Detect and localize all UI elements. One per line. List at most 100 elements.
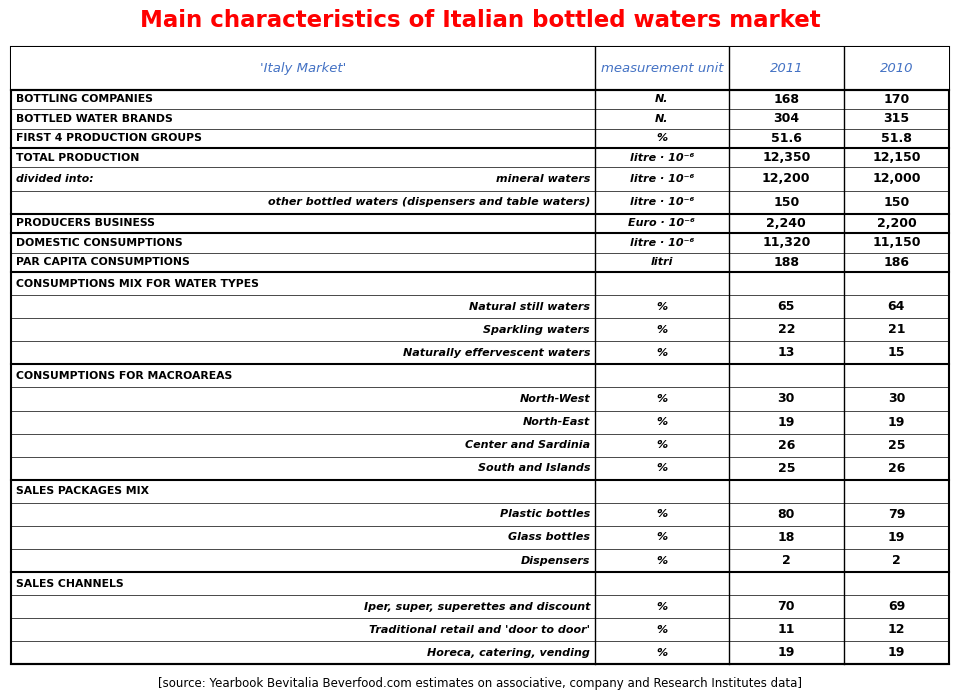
Text: litre · 10⁻⁶: litre · 10⁻⁶ xyxy=(630,153,694,162)
Text: %: % xyxy=(657,417,667,427)
Text: 12,350: 12,350 xyxy=(762,151,810,164)
Text: 25: 25 xyxy=(778,461,795,475)
Text: 'Italy Market': 'Italy Market' xyxy=(260,61,346,75)
Text: CONSUMPTIONS MIX FOR WATER TYPES: CONSUMPTIONS MIX FOR WATER TYPES xyxy=(15,279,258,289)
Text: Center and Sardinia: Center and Sardinia xyxy=(465,440,590,450)
Text: 19: 19 xyxy=(778,415,795,429)
Text: 26: 26 xyxy=(778,438,795,452)
Text: 170: 170 xyxy=(883,93,909,106)
Text: DOMESTIC CONSUMPTIONS: DOMESTIC CONSUMPTIONS xyxy=(15,238,182,248)
Text: Dispensers: Dispensers xyxy=(520,556,590,565)
Text: 51.6: 51.6 xyxy=(771,132,802,145)
Text: %: % xyxy=(657,325,667,335)
Bar xyxy=(11,47,949,664)
Text: measurement unit: measurement unit xyxy=(601,61,723,75)
Text: BOTTLING COMPANIES: BOTTLING COMPANIES xyxy=(15,94,153,105)
Text: South and Islands: South and Islands xyxy=(477,464,590,473)
Text: Traditional retail and 'door to door': Traditional retail and 'door to door' xyxy=(369,625,590,635)
Text: 186: 186 xyxy=(883,256,909,269)
Text: 188: 188 xyxy=(774,256,800,269)
Text: N.: N. xyxy=(655,114,668,124)
Text: litre · 10⁻⁶: litre · 10⁻⁶ xyxy=(630,174,694,184)
Text: 51.8: 51.8 xyxy=(881,132,912,145)
Text: 30: 30 xyxy=(888,392,905,406)
Text: 150: 150 xyxy=(883,196,909,208)
Text: PRODUCERS BUSINESS: PRODUCERS BUSINESS xyxy=(15,218,155,229)
Text: Iper, super, superettes and discount: Iper, super, superettes and discount xyxy=(364,602,590,612)
Text: 11,150: 11,150 xyxy=(872,236,921,250)
Text: 79: 79 xyxy=(888,508,905,521)
Text: 22: 22 xyxy=(778,323,795,336)
Text: 150: 150 xyxy=(773,196,800,208)
Text: SALES PACKAGES MIX: SALES PACKAGES MIX xyxy=(15,487,149,496)
Text: 304: 304 xyxy=(773,112,800,125)
Text: litre · 10⁻⁶: litre · 10⁻⁶ xyxy=(630,238,694,248)
Text: divided into:: divided into: xyxy=(15,174,93,184)
Text: 30: 30 xyxy=(778,392,795,406)
Text: mineral waters: mineral waters xyxy=(495,174,590,184)
Text: %: % xyxy=(657,348,667,358)
Text: 26: 26 xyxy=(888,461,905,475)
Text: North-West: North-West xyxy=(519,394,590,404)
Text: N.: N. xyxy=(655,94,668,105)
Text: %: % xyxy=(657,625,667,635)
Text: %: % xyxy=(657,602,667,612)
Text: 18: 18 xyxy=(778,531,795,544)
Text: 11,320: 11,320 xyxy=(762,236,810,250)
Text: TOTAL PRODUCTION: TOTAL PRODUCTION xyxy=(15,153,139,162)
Text: FIRST 4 PRODUCTION GROUPS: FIRST 4 PRODUCTION GROUPS xyxy=(15,133,202,144)
Text: %: % xyxy=(657,440,667,450)
Text: 15: 15 xyxy=(888,346,905,359)
Text: 70: 70 xyxy=(778,600,795,613)
Text: 13: 13 xyxy=(778,346,795,359)
Text: 12: 12 xyxy=(888,623,905,636)
Text: 19: 19 xyxy=(888,531,905,544)
Text: 2,200: 2,200 xyxy=(876,217,916,230)
Text: Sparkling waters: Sparkling waters xyxy=(484,325,590,335)
Text: PAR CAPITA CONSUMPTIONS: PAR CAPITA CONSUMPTIONS xyxy=(15,257,189,267)
Text: CONSUMPTIONS FOR MACROAREAS: CONSUMPTIONS FOR MACROAREAS xyxy=(15,371,232,381)
Text: 25: 25 xyxy=(888,438,905,452)
Text: BOTTLED WATER BRANDS: BOTTLED WATER BRANDS xyxy=(15,114,173,124)
Text: %: % xyxy=(657,464,667,473)
Text: Main characteristics of Italian bottled waters market: Main characteristics of Italian bottled … xyxy=(140,9,820,32)
Text: Naturally effervescent waters: Naturally effervescent waters xyxy=(402,348,590,358)
Text: 315: 315 xyxy=(883,112,909,125)
Text: %: % xyxy=(657,302,667,312)
Text: 168: 168 xyxy=(774,93,800,106)
Text: Natural still waters: Natural still waters xyxy=(469,302,590,312)
Text: SALES CHANNELS: SALES CHANNELS xyxy=(15,579,124,588)
Text: [source: Yearbook Bevitalia Beverfood.com estimates on associative, company and : [source: Yearbook Bevitalia Beverfood.co… xyxy=(158,677,802,689)
Text: 64: 64 xyxy=(888,300,905,313)
Text: 19: 19 xyxy=(778,646,795,659)
Text: 12,200: 12,200 xyxy=(762,172,810,185)
Text: Euro · 10⁻⁶: Euro · 10⁻⁶ xyxy=(629,218,695,229)
Text: 12,150: 12,150 xyxy=(872,151,921,164)
Text: 21: 21 xyxy=(888,323,905,336)
Text: Glass bottles: Glass bottles xyxy=(508,533,590,542)
Text: 65: 65 xyxy=(778,300,795,313)
Text: %: % xyxy=(657,394,667,404)
Text: litre · 10⁻⁶: litre · 10⁻⁶ xyxy=(630,197,694,207)
Text: 11: 11 xyxy=(778,623,795,636)
Text: 2010: 2010 xyxy=(879,61,913,75)
Text: 12,000: 12,000 xyxy=(872,172,921,185)
Text: North-East: North-East xyxy=(522,417,590,427)
Text: 19: 19 xyxy=(888,646,905,659)
Text: Horeca, catering, vending: Horeca, catering, vending xyxy=(427,648,590,658)
Text: other bottled waters (dispensers and table waters): other bottled waters (dispensers and tab… xyxy=(268,197,590,207)
Text: %: % xyxy=(657,133,667,144)
Text: 80: 80 xyxy=(778,508,795,521)
Bar xyxy=(11,47,949,89)
Text: 2,240: 2,240 xyxy=(766,217,806,230)
Text: 19: 19 xyxy=(888,415,905,429)
Text: 2011: 2011 xyxy=(770,61,804,75)
Text: litri: litri xyxy=(651,257,673,267)
Text: 2: 2 xyxy=(892,554,900,567)
Text: %: % xyxy=(657,648,667,658)
Text: %: % xyxy=(657,556,667,565)
Text: 2: 2 xyxy=(782,554,791,567)
Text: %: % xyxy=(657,510,667,519)
Text: %: % xyxy=(657,533,667,542)
Text: Plastic bottles: Plastic bottles xyxy=(500,510,590,519)
